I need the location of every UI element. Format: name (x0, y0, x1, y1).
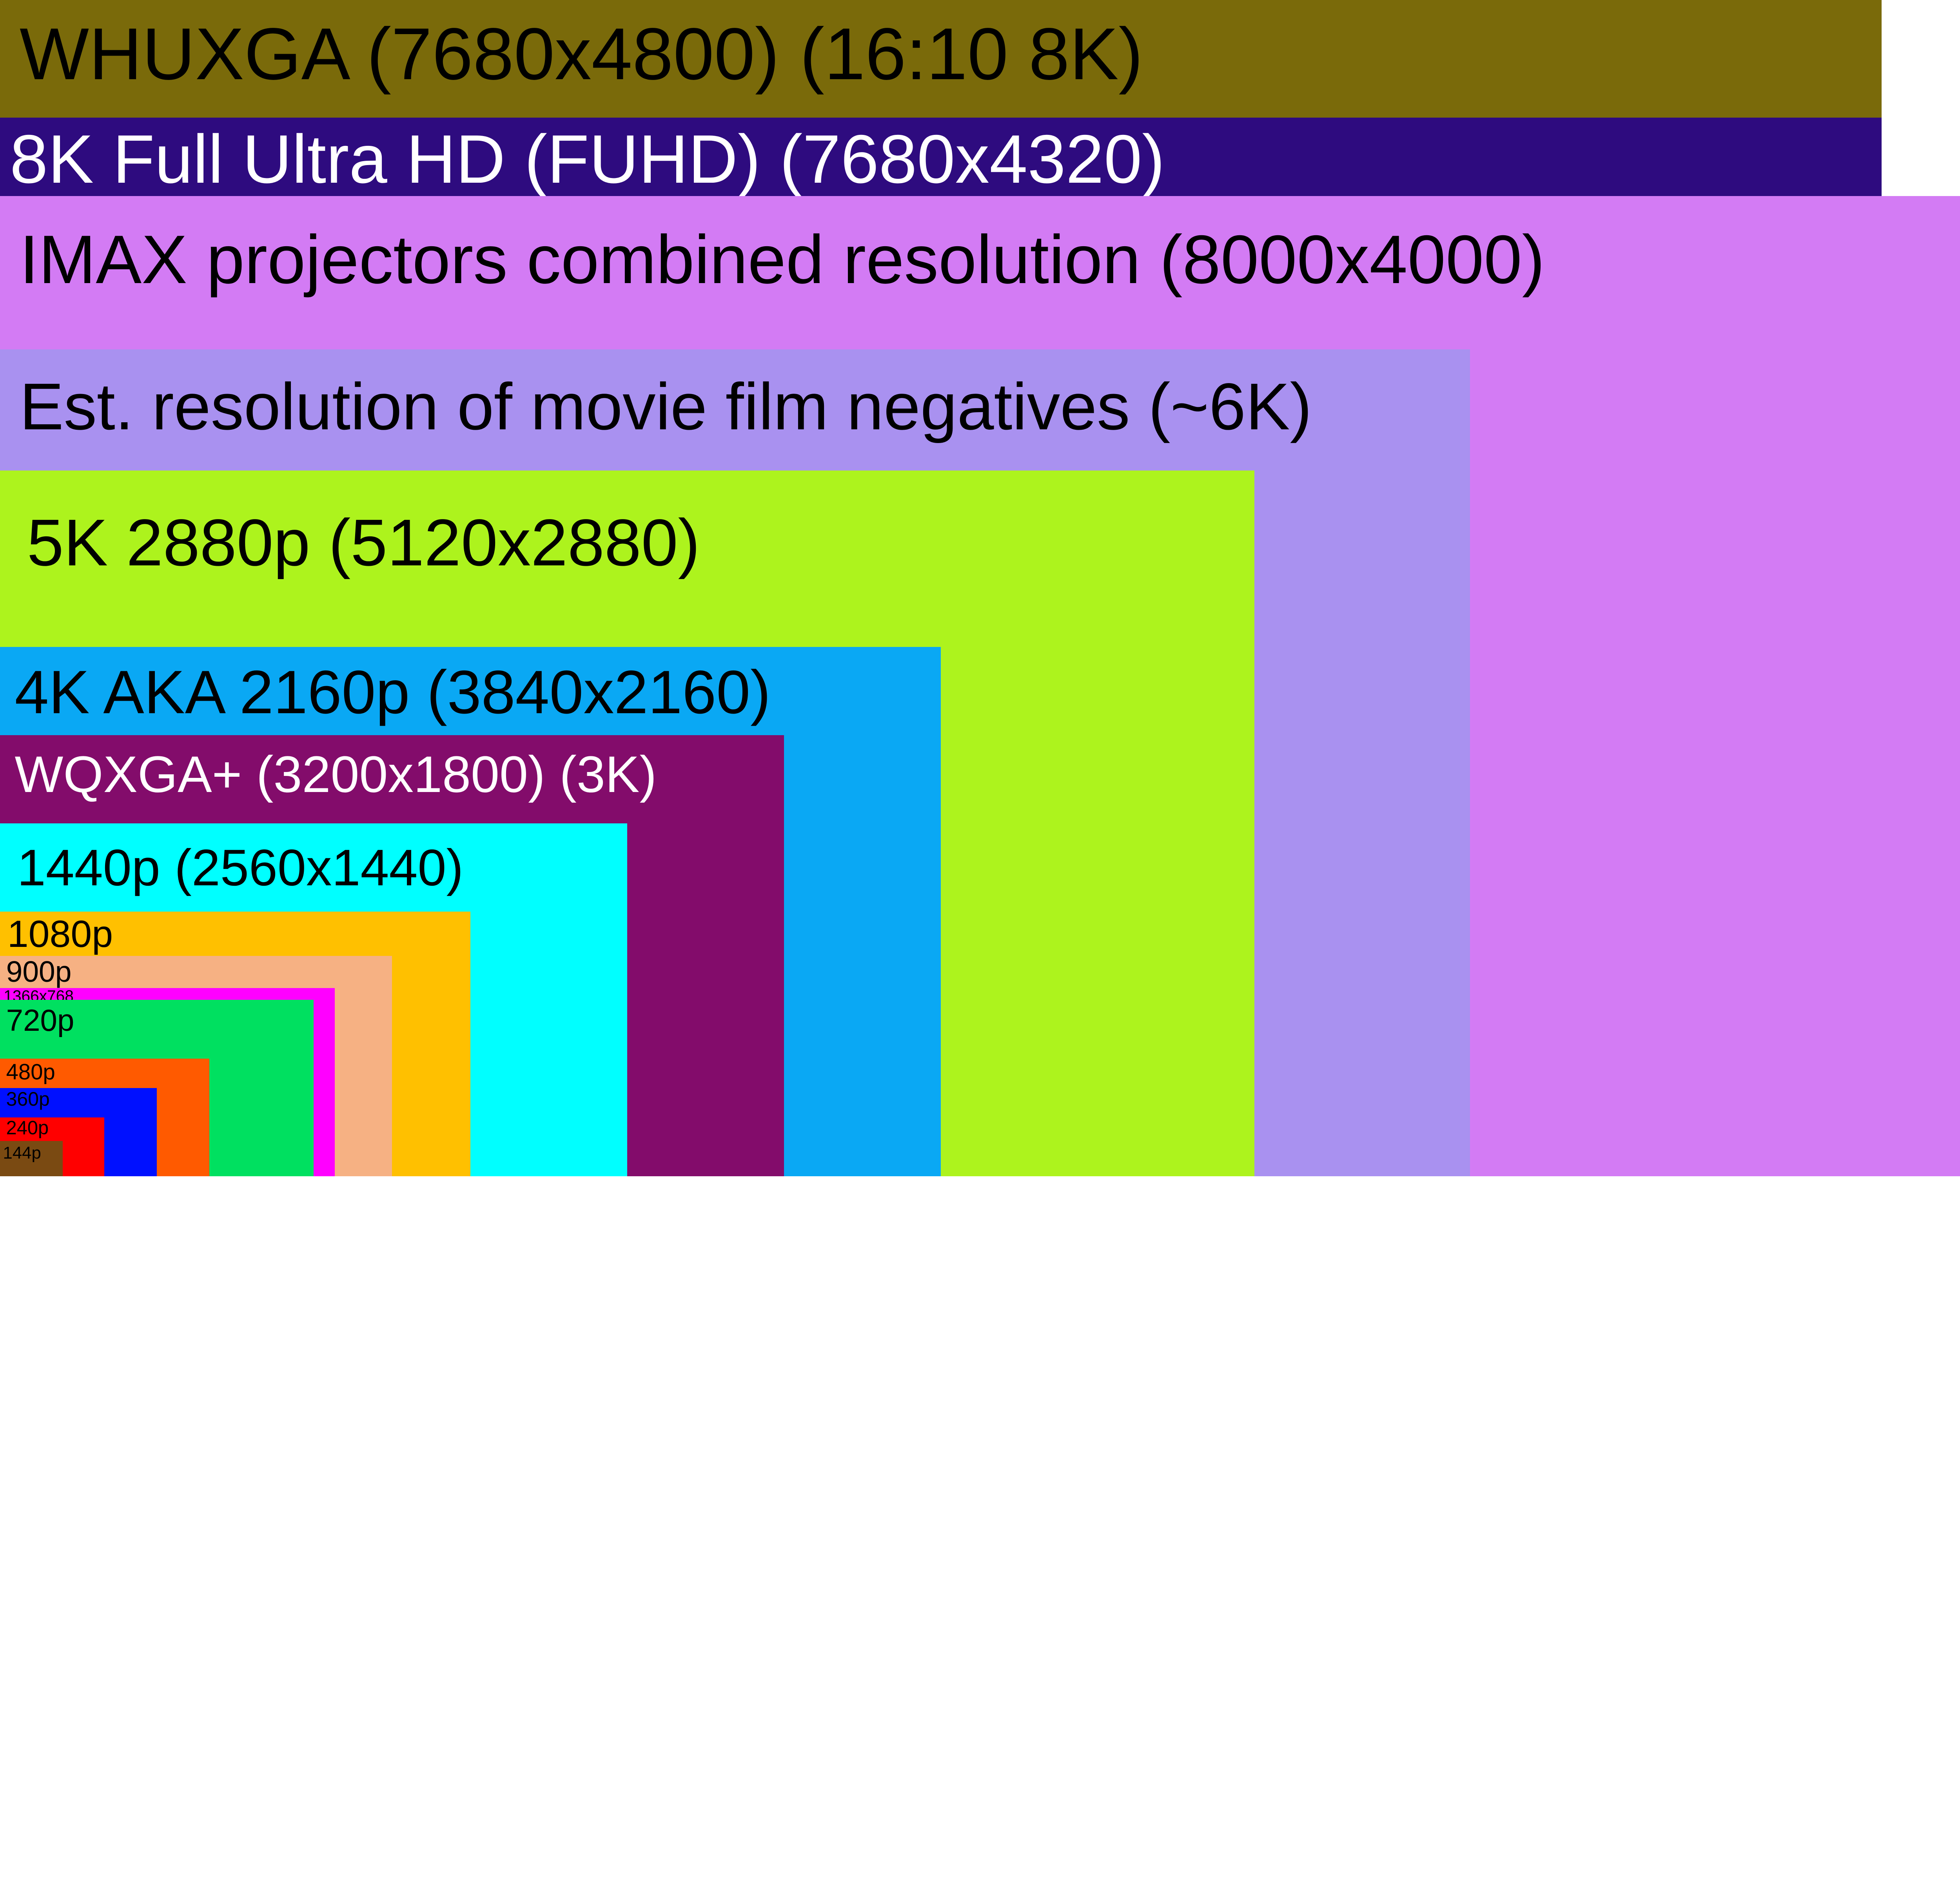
res-label-fuhd-8k: 8K Full Ultra HD (FUHD) (7680x4320) (10, 125, 1165, 194)
res-label-1440p: 1440p (2560x1440) (17, 842, 463, 893)
res-label-whuxga: WHUXGA (7680x4800) (16:10 8K) (20, 17, 1143, 91)
res-label-5k: 5K 2880p (5120x2880) (27, 510, 700, 576)
res-label-144p: 144p (3, 1144, 41, 1162)
res-label-4k: 4K AKA 2160p (3840x2160) (15, 662, 771, 723)
res-label-wqxga-plus: WQXGA+ (3200x1800) (3K) (15, 748, 657, 800)
res-label-imax: IMAX projectors combined resolution (800… (20, 225, 1545, 294)
res-box-144p: 144p (0, 1141, 63, 1176)
res-label-360p: 360p (6, 1089, 50, 1109)
res-label-240p: 240p (6, 1119, 49, 1138)
res-label-film-6k: Est. resolution of movie film negatives … (20, 374, 1312, 440)
res-label-1080p: 1080p (7, 915, 113, 953)
res-label-480p: 480p (6, 1061, 55, 1083)
res-label-720p: 720p (6, 1005, 74, 1035)
resolution-chart: WHUXGA (7680x4800) (16:10 8K) 8K Full Ult… (0, 0, 1960, 1176)
res-label-900p: 900p (6, 957, 72, 986)
